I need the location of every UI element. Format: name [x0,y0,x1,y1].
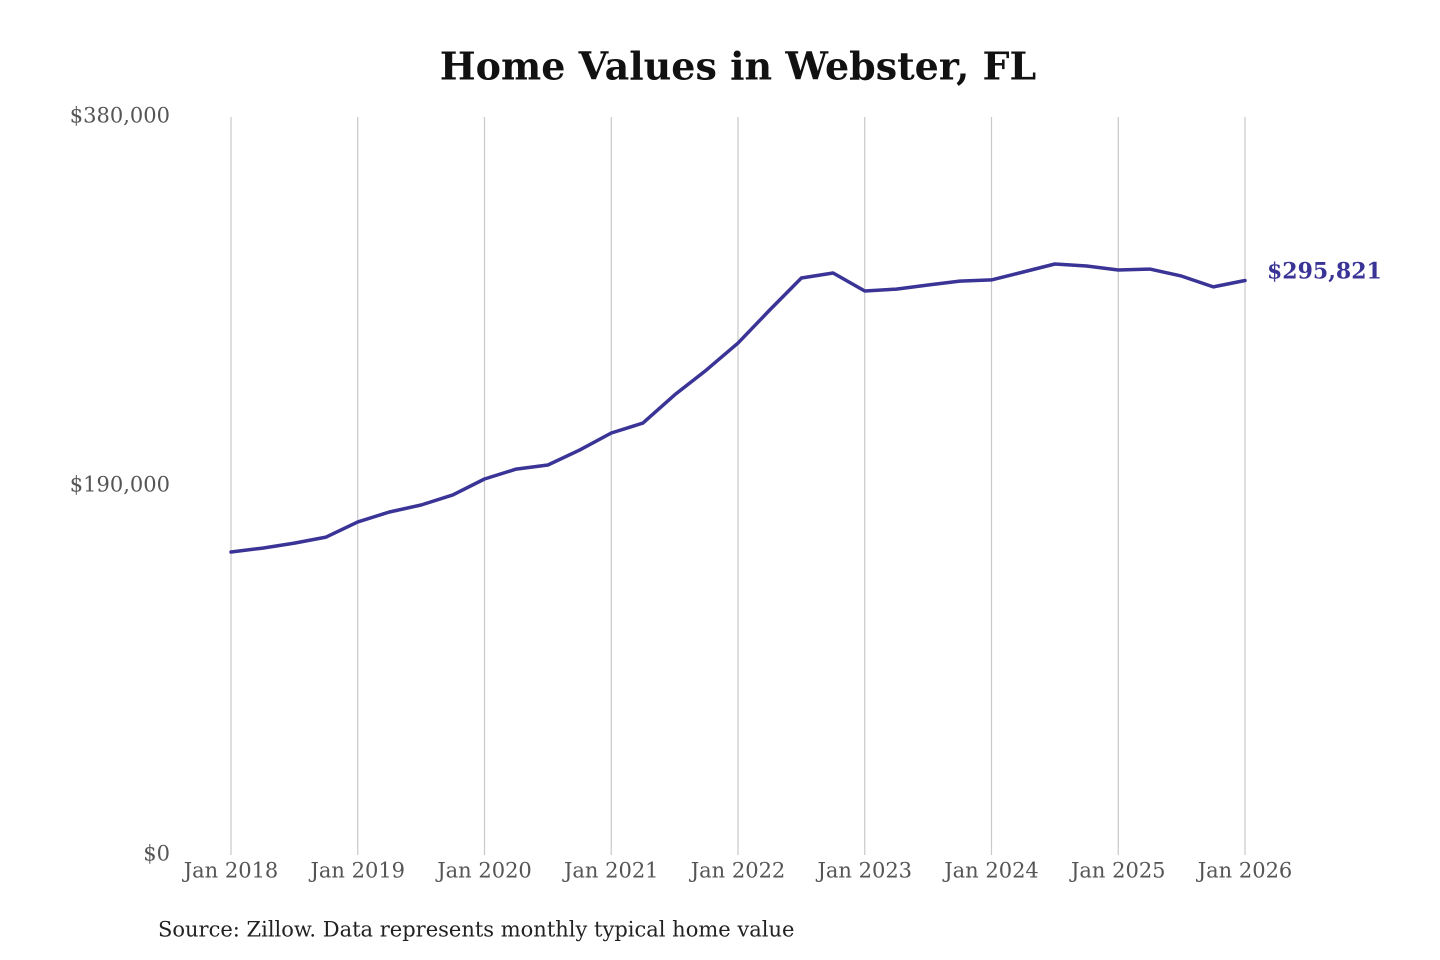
chart-title: Home Values in Webster, FL [440,44,1037,89]
end-value-label: $295,821 [1267,258,1382,284]
line-series [229,262,1247,554]
x-tick-label: Jan 2020 [435,859,532,883]
x-tick-label: Jan 2022 [689,859,786,883]
y-tick-label: $0 [143,842,170,866]
x-tick-label: Jan 2026 [1196,859,1293,883]
y-tick-label: $380,000 [70,104,170,128]
x-tick-label: Jan 2025 [1069,859,1166,883]
x-tick-label: Jan 2019 [308,859,405,883]
source-note: Source: Zillow. Data represents monthly … [158,918,794,942]
x-tick-label: Jan 2024 [942,859,1039,883]
x-tick-label: Jan 2021 [562,859,659,883]
x-tick-label: Jan 2023 [815,859,912,883]
y-tick-label: $190,000 [70,473,170,497]
x-tick-label: Jan 2018 [182,859,279,883]
